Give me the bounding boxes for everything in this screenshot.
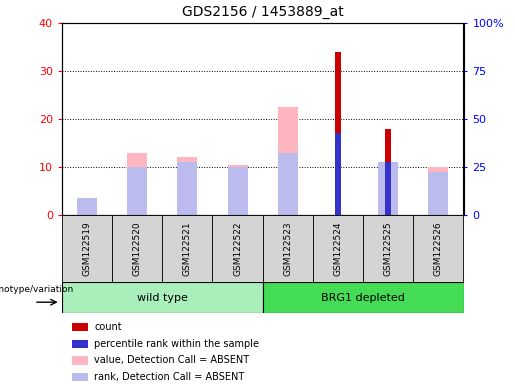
Bar [72,356,88,365]
Bar [335,134,341,215]
Bar [162,215,212,282]
Title: GDS2156 / 1453889_at: GDS2156 / 1453889_at [182,5,344,19]
Bar [428,167,449,215]
Bar [212,215,263,282]
Text: value, Detection Call = ABSENT: value, Detection Call = ABSENT [94,356,249,366]
Text: BRG1 depleted: BRG1 depleted [321,293,405,303]
Bar [72,340,88,348]
Bar [77,198,97,215]
Bar [177,157,197,215]
Text: rank, Detection Call = ABSENT: rank, Detection Call = ABSENT [94,372,245,382]
Bar [428,172,449,215]
Bar [313,215,363,282]
Bar [127,152,147,215]
Bar [127,167,147,215]
Bar [363,215,413,282]
Bar [263,215,313,282]
Text: GSM122519: GSM122519 [82,221,91,276]
Text: GSM122521: GSM122521 [183,221,192,276]
Text: count: count [94,322,122,332]
Bar [177,162,197,215]
Text: genotype/variation: genotype/variation [0,285,74,295]
Bar [335,52,341,215]
Bar [378,162,398,215]
Bar [278,152,298,215]
Text: GSM122526: GSM122526 [434,221,443,276]
Bar [77,205,97,215]
Bar [72,323,88,331]
Bar [72,373,88,381]
Bar [385,129,391,215]
Text: GSM122522: GSM122522 [233,222,242,276]
Bar [228,165,248,215]
Bar [228,167,248,215]
Text: GSM122525: GSM122525 [384,221,392,276]
Text: GSM122524: GSM122524 [334,222,342,276]
Bar [263,282,464,313]
Bar [62,282,263,313]
Text: GSM122523: GSM122523 [283,221,292,276]
Text: wild type: wild type [137,293,187,303]
Bar [112,215,162,282]
Text: GSM122520: GSM122520 [133,221,142,276]
Bar [278,107,298,215]
Bar [413,215,464,282]
Text: percentile rank within the sample: percentile rank within the sample [94,339,259,349]
Bar [62,215,112,282]
Bar [385,162,391,215]
